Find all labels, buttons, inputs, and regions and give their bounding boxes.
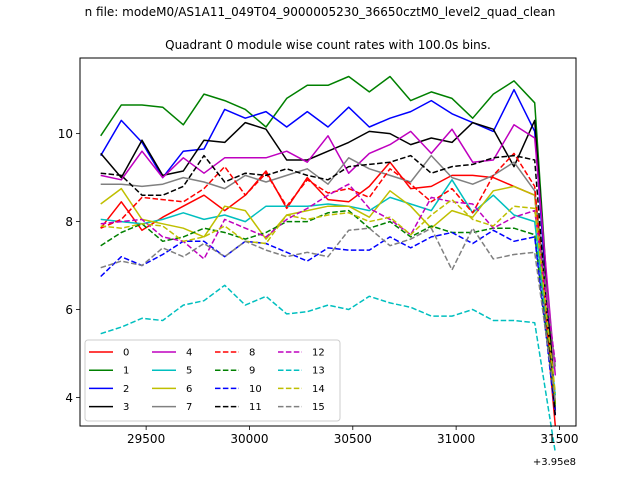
series-line-0: [100, 161, 557, 427]
legend-label-3: 3: [123, 402, 129, 413]
legend-label-2: 2: [123, 384, 129, 395]
series-line-15: [100, 227, 557, 402]
series-line-14: [100, 198, 557, 394]
legend-label-0: 0: [123, 348, 129, 359]
x-axis-offset-text: +3.95e8: [533, 457, 576, 468]
legend-label-10: 10: [249, 384, 262, 395]
y-tick-label: 8: [65, 215, 73, 229]
legend-label-14: 14: [312, 384, 325, 395]
y-tick-label: 10: [58, 127, 73, 141]
x-tick-label: 30500: [334, 432, 372, 446]
series-line-12: [100, 183, 557, 363]
legend-label-4: 4: [186, 348, 192, 359]
x-axis: 29500 30000 30500 31000 31500: [127, 426, 579, 446]
series-line-13: [100, 284, 557, 453]
legend-box: [84, 339, 341, 422]
series-line-6: [100, 185, 557, 405]
legend-label-12: 12: [312, 348, 325, 359]
x-tick-label: 29500: [127, 432, 165, 446]
series-line-7: [100, 154, 557, 367]
legend-label-5: 5: [186, 366, 192, 377]
legend-label-13: 13: [312, 366, 325, 377]
series-line-5: [100, 179, 557, 396]
legend-label-15: 15: [312, 402, 325, 413]
series-line-8: [100, 152, 557, 416]
legend-label-6: 6: [186, 384, 192, 395]
x-tick-label: 31000: [437, 432, 475, 446]
legend-label-1: 1: [123, 366, 129, 377]
y-tick-label: 4: [65, 391, 73, 405]
x-tick-label: 31500: [540, 432, 578, 446]
series-line-11: [100, 154, 557, 418]
x-tick-label: 30000: [230, 432, 268, 446]
y-axis: 4 6 8 10: [58, 127, 80, 405]
figure-suptitle-text: n file: modeM0/AS1A11_049T04_9000005230_…: [85, 5, 556, 19]
chart-title: Quadrant 0 module wise count rates with …: [165, 38, 491, 52]
legend-label-7: 7: [186, 402, 192, 413]
series-layer: [100, 75, 557, 453]
series-line-9: [100, 209, 557, 409]
legend-label-9: 9: [249, 366, 255, 377]
series-line-3: [100, 119, 557, 405]
series-line-1: [100, 75, 557, 411]
legend-label-11: 11: [249, 402, 262, 413]
legend-label-8: 8: [249, 348, 255, 359]
axes-frame: [79, 57, 577, 427]
y-tick-label: 6: [65, 303, 73, 317]
